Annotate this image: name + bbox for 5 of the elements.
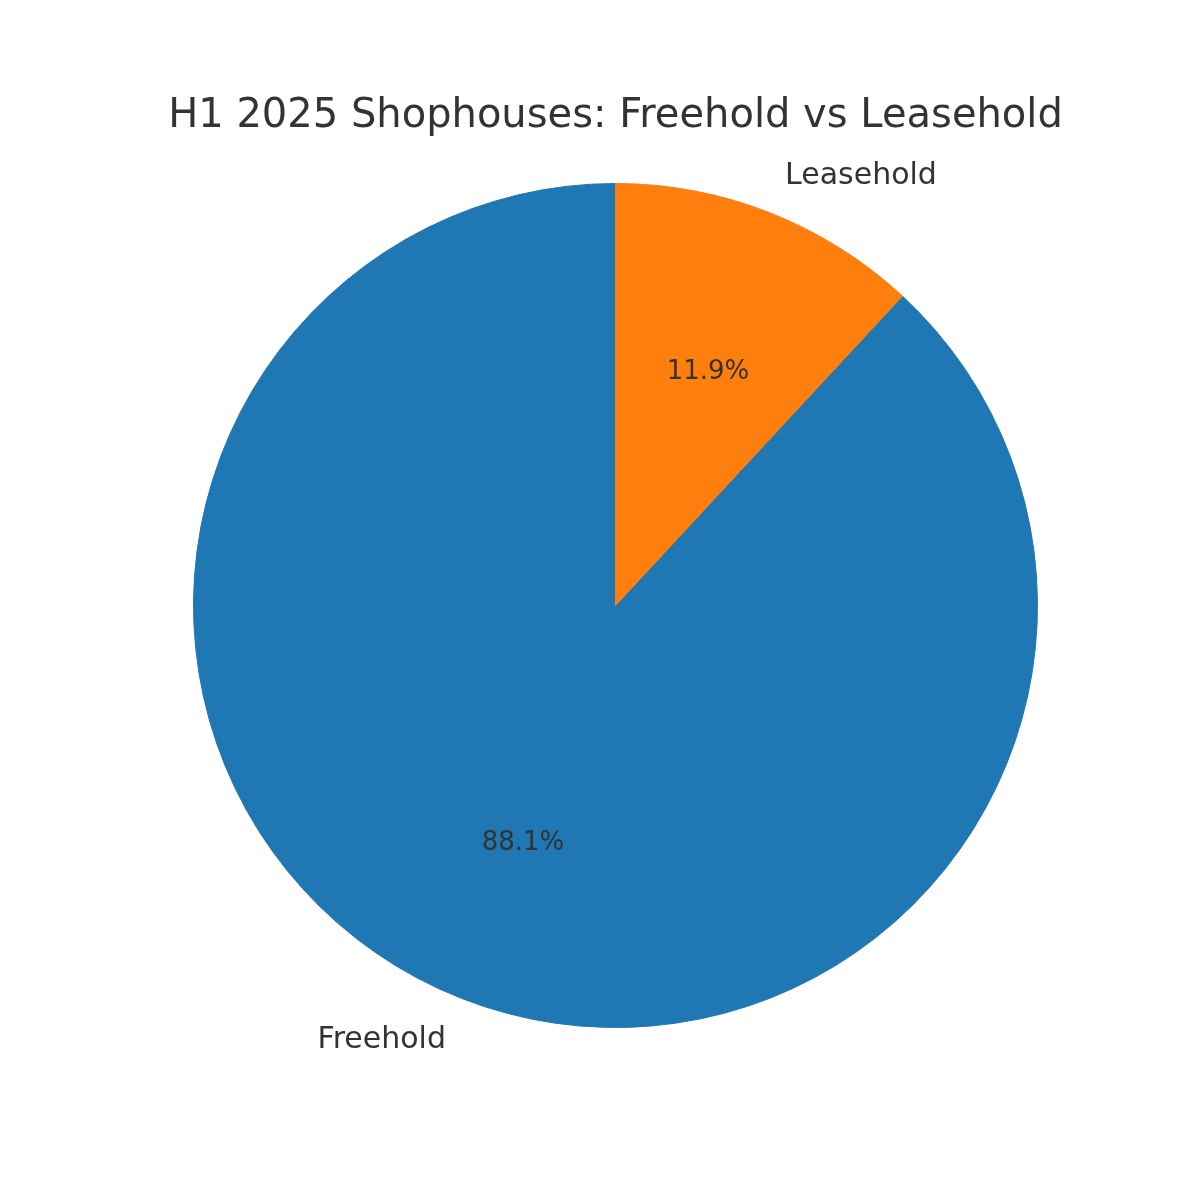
slice-label: Freehold [317,1020,446,1056]
data-label: 88.1% [481,826,565,857]
data-label: 11.9% [666,354,750,385]
slice-label: Leasehold [785,155,937,191]
chart-title: H1 2025 Shophouses: Freehold vs Leasehold [168,89,1063,136]
